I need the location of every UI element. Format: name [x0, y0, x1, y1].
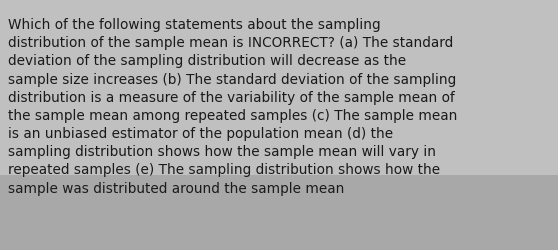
Text: Which of the following statements about the sampling
distribution of the sample : Which of the following statements about …: [8, 18, 458, 195]
Bar: [0, 175, 558, 250]
